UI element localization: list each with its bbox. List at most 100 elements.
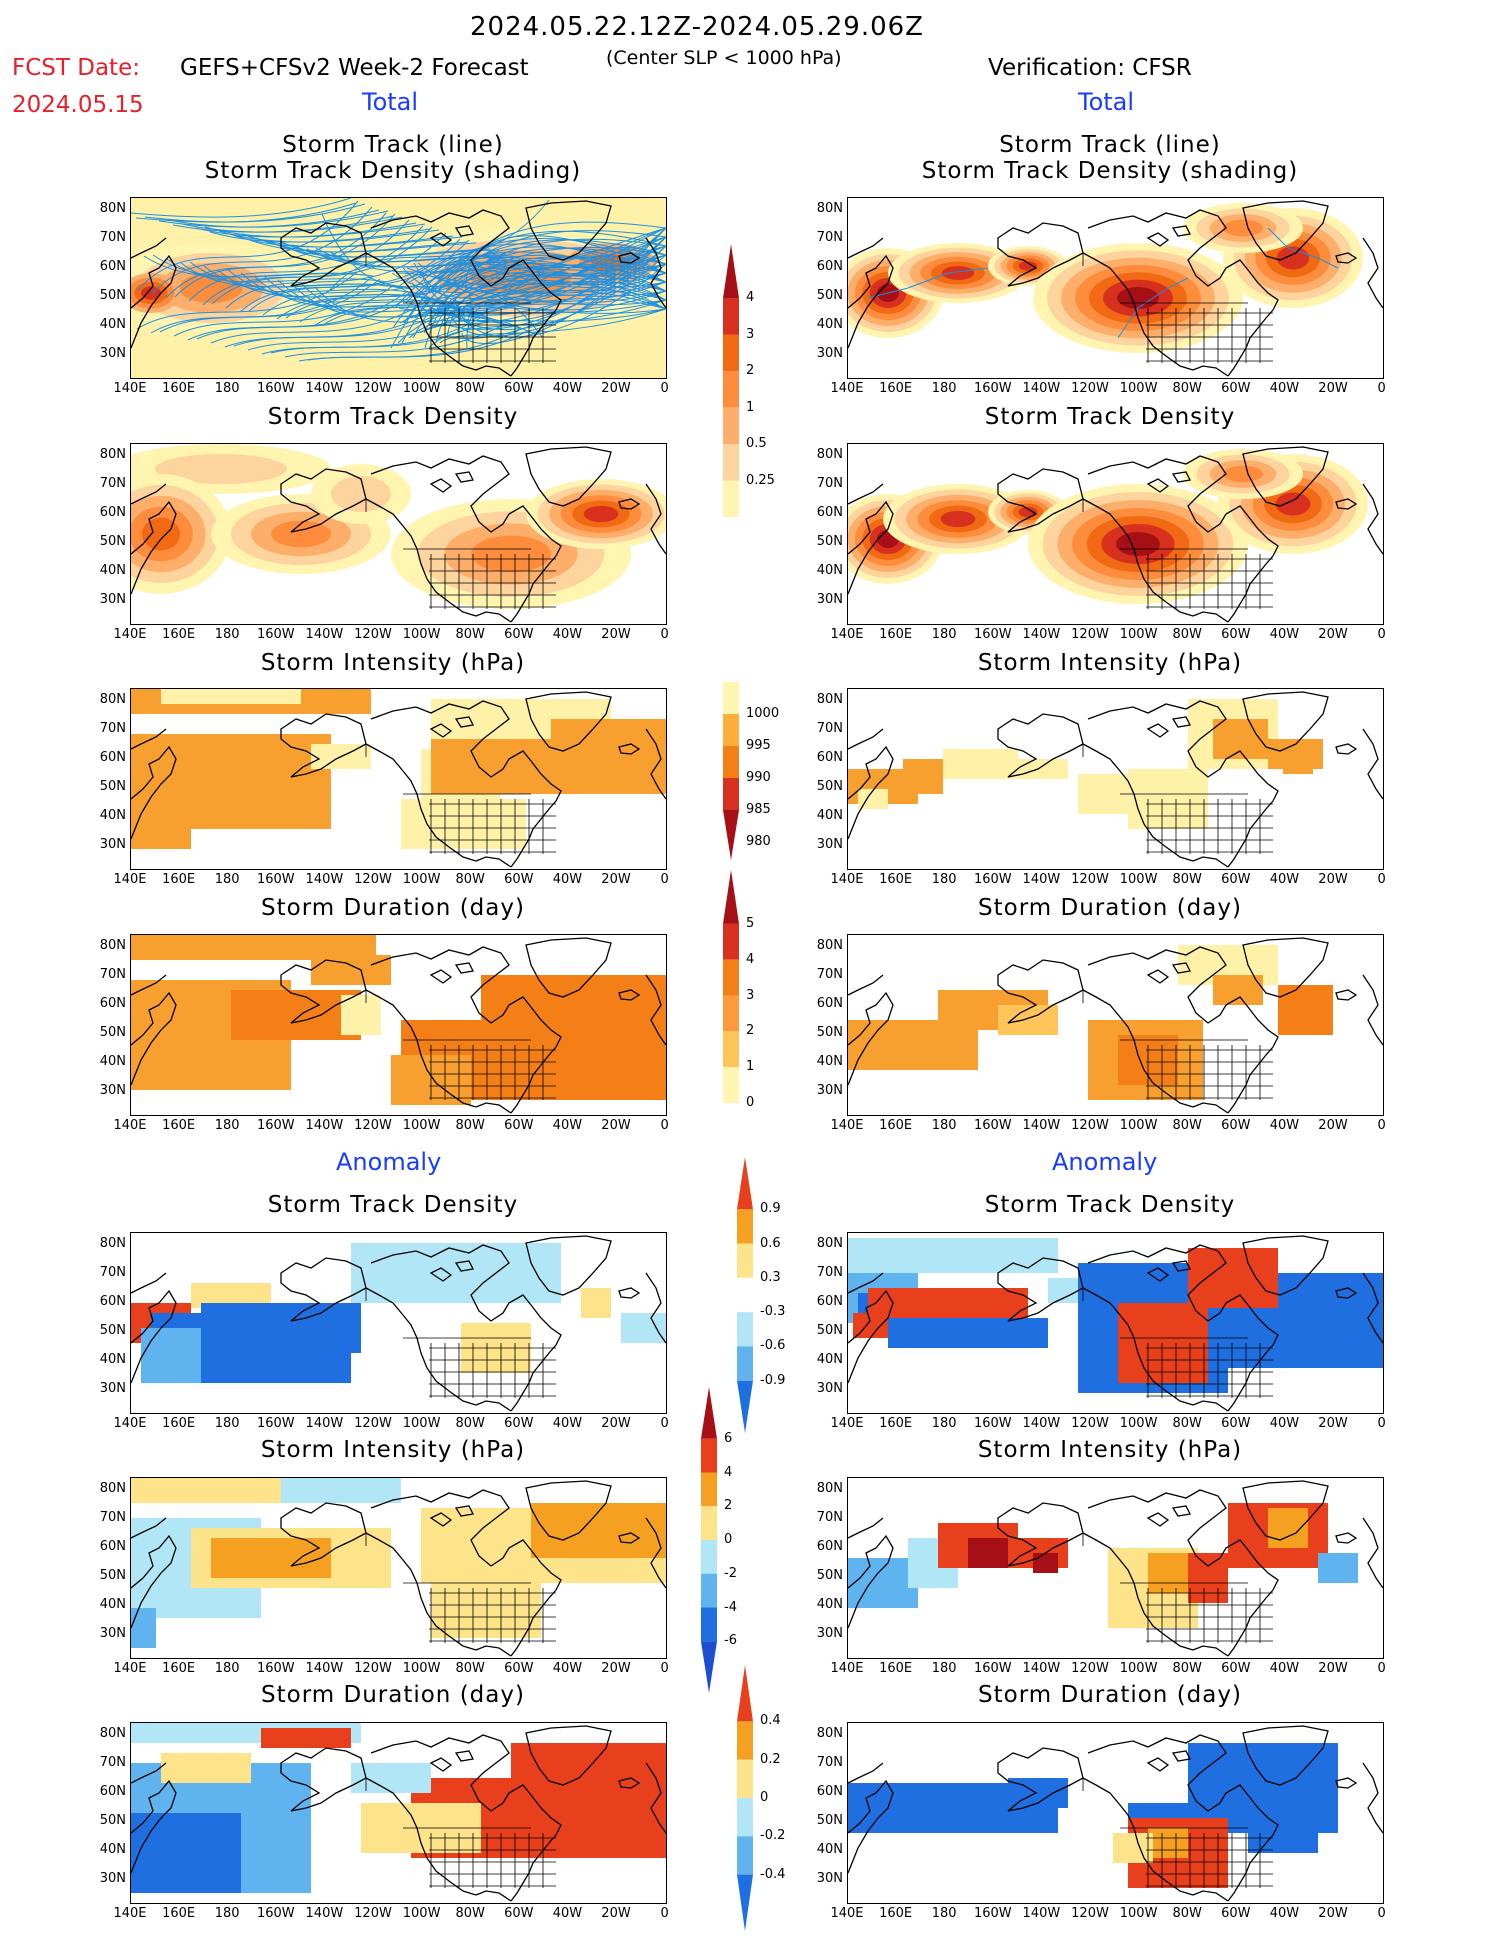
lat-label: 40N — [816, 1597, 843, 1612]
lat-label: 40N — [816, 1054, 843, 1069]
lon-label: 140E — [830, 627, 864, 642]
colorbar-label: 0.5 — [746, 436, 767, 452]
lon-label: 20W — [1318, 872, 1348, 887]
lon-label: 140W — [1022, 1661, 1061, 1676]
lon-label: 160E — [162, 627, 196, 642]
lon-label: 0 — [660, 872, 669, 887]
lat-label: 80N — [816, 447, 843, 462]
lon-label: 80W — [1172, 872, 1202, 887]
lat-label: 30N — [99, 1083, 126, 1098]
lat-label: 50N — [99, 1813, 126, 1828]
lon-label: 0 — [1377, 1906, 1386, 1921]
lat-label: 80N — [99, 447, 126, 462]
panel-title: Storm Track Density (shading) — [204, 158, 582, 184]
colorbar-label: 0.6 — [760, 1235, 781, 1251]
colorbar-label: -0.6 — [760, 1338, 786, 1354]
lat-label: 70N — [816, 1755, 843, 1770]
lon-label: 60W — [1221, 872, 1251, 887]
lon-label: 140E — [830, 1661, 864, 1676]
lat-label: 40N — [816, 1842, 843, 1857]
map-anomint-left — [130, 1477, 667, 1659]
lon-label: 0 — [660, 1661, 669, 1676]
lon-label: 120W — [1071, 1118, 1109, 1133]
lon-label: 0 — [1377, 1661, 1386, 1676]
lat-label: 60N — [99, 1294, 126, 1309]
map-anomint-right — [847, 1477, 1384, 1659]
lon-label: 140E — [113, 872, 147, 887]
panel-title: Storm Duration (day) — [978, 895, 1242, 921]
lon-label: 60W — [504, 627, 534, 642]
map-duration-left — [130, 934, 667, 1116]
panel-title: Storm Track (line) — [282, 132, 504, 158]
lat-label: 60N — [816, 505, 843, 520]
lat-label: 60N — [99, 1784, 126, 1799]
lon-label: 60W — [1221, 1118, 1251, 1133]
lon-label: 100W — [1119, 872, 1158, 887]
lon-label: 140W — [305, 1906, 344, 1921]
lon-label: 160W — [256, 1416, 295, 1431]
lon-label: 140W — [1022, 872, 1061, 887]
lon-label: 20W — [601, 381, 631, 396]
lon-label: 0 — [1377, 872, 1386, 887]
lat-label: 30N — [816, 592, 843, 607]
lat-label: 30N — [816, 1871, 843, 1886]
lat-label: 60N — [99, 505, 126, 520]
lon-label: 20W — [601, 1661, 631, 1676]
panel-title: Storm Duration (day) — [261, 895, 525, 921]
lon-label: 40W — [552, 381, 583, 396]
panel-title: Storm Track (line) — [999, 132, 1221, 158]
panel-title: Storm Duration (day) — [978, 1682, 1242, 1708]
lon-label: 60W — [1221, 627, 1251, 642]
lon-label: 40W — [552, 872, 583, 887]
lon-label: 160E — [162, 872, 196, 887]
lon-label: 120W — [1071, 381, 1109, 396]
map-track-left — [130, 197, 667, 379]
lat-label: 70N — [816, 230, 843, 245]
lon-label: 180 — [931, 1906, 957, 1921]
lon-label: 40W — [1269, 1416, 1300, 1431]
lon-label: 160W — [973, 872, 1012, 887]
lon-label: 80W — [1172, 1416, 1202, 1431]
lon-label: 140E — [113, 1118, 147, 1133]
lon-label: 60W — [504, 872, 534, 887]
lat-label: 70N — [816, 1510, 843, 1525]
lat-label: 80N — [99, 1236, 126, 1251]
lat-label: 30N — [816, 346, 843, 361]
lon-label: 80W — [455, 1118, 485, 1133]
colorbar-label: 0 — [724, 1532, 733, 1547]
lon-label: 180 — [931, 1416, 957, 1431]
lat-label: 50N — [816, 1323, 843, 1338]
colorbar-label: 3 — [746, 326, 755, 342]
lat-label: 60N — [99, 996, 126, 1011]
colorbar-label: 4 — [746, 290, 755, 306]
colorbar-duration — [722, 868, 740, 1127]
lat-label: 30N — [816, 1626, 843, 1641]
map-anomdens-left — [130, 1232, 667, 1414]
lon-label: 20W — [1318, 1416, 1348, 1431]
lat-label: 70N — [99, 476, 126, 491]
lon-label: 120W — [354, 1118, 392, 1133]
panel-title: Storm Track Density — [984, 1192, 1236, 1218]
lon-label: 100W — [1119, 1118, 1158, 1133]
lon-label: 140E — [830, 1416, 864, 1431]
colorbar-label: 980 — [746, 834, 771, 849]
lon-label: 20W — [1318, 1661, 1348, 1676]
lon-label: 20W — [601, 872, 631, 887]
lon-label: 40W — [552, 1661, 583, 1676]
lon-label: 80W — [1172, 627, 1202, 642]
lon-label: 20W — [1318, 1118, 1348, 1133]
main-title: 2024.05.22.12Z-2024.05.29.06Z — [470, 12, 924, 42]
lat-label: 40N — [816, 808, 843, 823]
lat-label: 70N — [816, 476, 843, 491]
lat-label: 70N — [99, 1755, 126, 1770]
panel-title: Storm Intensity (hPa) — [260, 650, 526, 676]
lon-label: 0 — [660, 1118, 669, 1133]
lon-label: 80W — [455, 627, 485, 642]
lat-label: 60N — [816, 1539, 843, 1554]
lon-label: 40W — [1269, 872, 1300, 887]
verification: Verification: CFSR — [988, 55, 1192, 81]
lon-label: 180 — [931, 1661, 957, 1676]
lat-label: 80N — [816, 938, 843, 953]
lat-label: 50N — [99, 288, 126, 303]
lon-label: 80W — [455, 1661, 485, 1676]
